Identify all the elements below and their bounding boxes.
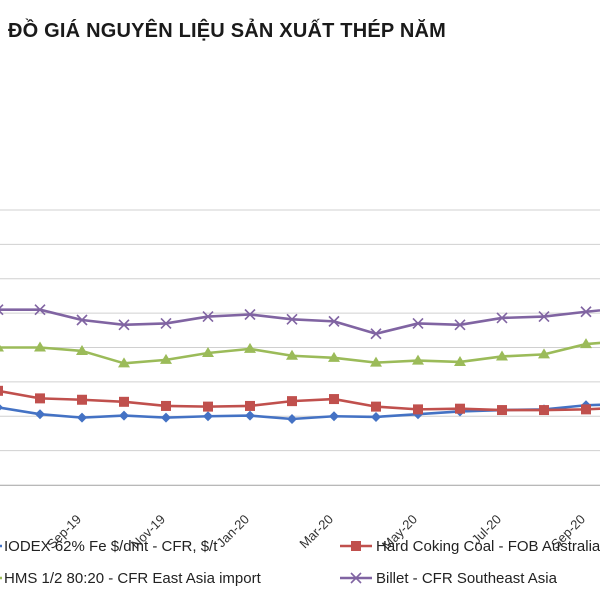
data-point [329, 411, 339, 422]
legend: IODEX 62% Fe $/dmt - CFR, $/t Hard Coking… [0, 538, 600, 587]
data-point [202, 347, 214, 357]
data-point [160, 353, 172, 364]
data-point-stroke [0, 310, 4, 316]
data-point [412, 317, 424, 330]
series-triangle [0, 338, 600, 368]
data-point [35, 409, 45, 420]
data-point [0, 404, 3, 411]
data-point [245, 410, 255, 421]
data-point [244, 308, 256, 321]
data-point-stroke [496, 312, 508, 324]
data-point-stroke [538, 310, 550, 323]
legend-label: HMS 1/2 80:20 - CFR East Asia import [4, 570, 262, 587]
data-point-stroke [160, 317, 172, 330]
series-diamond [0, 400, 600, 424]
legend-label: Billet - CFR Southeast Asia [376, 570, 558, 587]
data-point [119, 410, 129, 421]
data-point-stroke [370, 328, 382, 340]
legend-label: Hard Coking Coal - FOB Australia [376, 538, 600, 555]
data-point [203, 401, 213, 412]
data-point [538, 310, 550, 323]
data-point [161, 400, 171, 411]
data-point [287, 414, 297, 424]
data-point [412, 354, 424, 365]
data-point [118, 357, 130, 368]
series-line [0, 389, 600, 412]
data-point [370, 328, 382, 340]
data-point [371, 401, 381, 412]
data-point [161, 412, 171, 423]
x-tick-label: Mar-20 [296, 512, 336, 552]
data-point [34, 341, 46, 352]
data-point [496, 312, 508, 324]
series-line [0, 341, 600, 365]
data-point [539, 405, 549, 416]
data-point [76, 314, 88, 326]
data-point [371, 411, 381, 422]
data-point [245, 400, 255, 411]
data-point [203, 411, 213, 422]
data-point [497, 405, 507, 416]
gridlines [0, 209, 600, 486]
data-point [244, 342, 256, 353]
data-point [76, 344, 88, 355]
data-point [496, 350, 508, 361]
chart-title: ĐỒ GIÁ NGUYÊN LIỆU SẢN XUẤT THÉP NĂM [8, 20, 446, 42]
data-point [160, 317, 172, 330]
data-point [0, 385, 3, 396]
data-point [34, 304, 46, 316]
x-tick-label: Jan-20 [213, 512, 252, 551]
data-point [455, 403, 465, 414]
data-point [413, 404, 423, 415]
data-point [580, 338, 592, 349]
data-point [328, 351, 340, 362]
data-point [454, 319, 466, 331]
data-point [329, 394, 339, 405]
data-point [370, 356, 382, 367]
data-point-stroke [286, 313, 298, 325]
data-point [286, 313, 298, 325]
data-point-stroke [34, 304, 46, 316]
data-point [538, 348, 550, 359]
data-point [118, 319, 130, 331]
legend-item: IODEX 62% Fe $/dmt - CFR, $/t [0, 538, 218, 555]
data-point-stroke [244, 308, 256, 321]
data-point [202, 310, 214, 323]
data-point-stroke [412, 317, 424, 330]
data-point-stroke [76, 314, 88, 326]
data-point [286, 349, 298, 360]
data-point [350, 572, 362, 584]
data-point [454, 355, 466, 366]
data-point-stroke [118, 319, 130, 331]
data-point-stroke [454, 319, 466, 331]
data-point [287, 396, 297, 407]
legend-item: Hard Coking Coal - FOB Australia [340, 538, 600, 555]
series-square [0, 385, 600, 416]
data-point [119, 396, 129, 407]
data-point [351, 541, 361, 551]
data-point [77, 412, 87, 423]
data-point-stroke [0, 304, 4, 309]
data-point [580, 306, 592, 318]
data-point [581, 404, 591, 415]
data-point-stroke [350, 572, 362, 584]
legend-item: Billet - CFR Southeast Asia [340, 570, 558, 587]
data-point [0, 304, 4, 316]
data-point-stroke [580, 306, 592, 318]
data-point [35, 393, 45, 404]
data-point [0, 344, 4, 352]
legend-item: HMS 1/2 80:20 - CFR East Asia import [0, 570, 262, 587]
data-point-stroke [328, 315, 340, 327]
legend-label: IODEX 62% Fe $/dmt - CFR, $/t [4, 538, 218, 555]
data-point-stroke [202, 310, 214, 323]
data-point [77, 394, 87, 405]
series-x [0, 304, 600, 340]
data-point [328, 315, 340, 327]
series-line [0, 308, 600, 336]
